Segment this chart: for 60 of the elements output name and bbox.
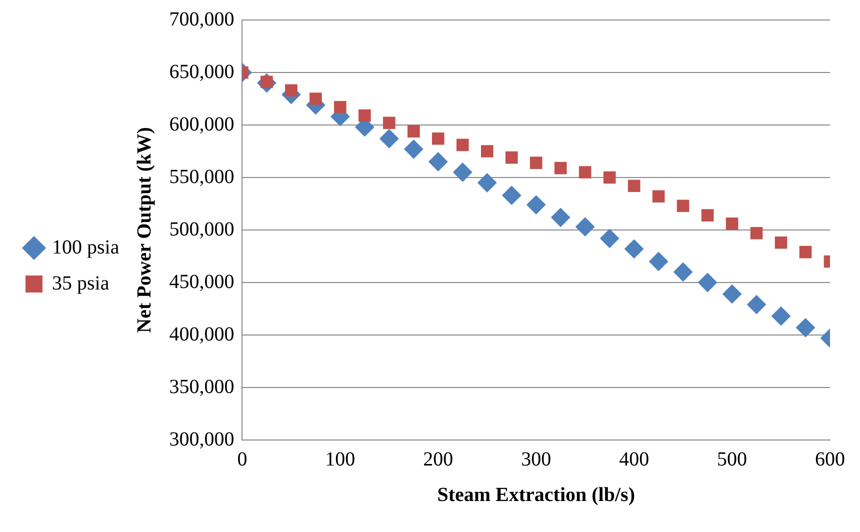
point — [628, 180, 640, 192]
point — [726, 218, 738, 230]
y-tick-label: 600,000 — [169, 113, 234, 136]
point — [383, 116, 396, 130]
point — [652, 190, 665, 203]
point — [478, 173, 497, 192]
point — [453, 162, 472, 182]
point — [404, 140, 424, 159]
y-tick-label: 450,000 — [169, 270, 234, 293]
point — [796, 318, 816, 338]
point — [456, 138, 469, 152]
point — [624, 239, 644, 258]
y-tick-label: 700,000 — [169, 8, 234, 30]
x-tick-label: 400 — [619, 448, 650, 470]
point — [502, 186, 522, 205]
point — [358, 109, 371, 122]
point — [750, 226, 763, 240]
point — [722, 284, 742, 304]
point — [334, 100, 346, 114]
x-tick-label: 500 — [717, 448, 748, 470]
x-tick-label: 100 — [325, 448, 356, 470]
y-tick-label: 350,000 — [169, 376, 234, 398]
y-tick-label: 550,000 — [169, 166, 234, 188]
point — [380, 129, 399, 148]
point — [407, 125, 420, 138]
y-tick-label: 500,000 — [169, 218, 234, 240]
y-tick-label: 300,000 — [169, 428, 234, 450]
legend-label: 35 psia — [52, 272, 110, 294]
point — [576, 217, 595, 236]
point — [747, 295, 766, 314]
point — [505, 151, 518, 164]
point — [285, 84, 298, 97]
point — [480, 145, 494, 158]
point — [674, 262, 693, 282]
x-tick-label: 300 — [521, 448, 552, 470]
point — [600, 228, 620, 248]
point — [578, 166, 592, 178]
point — [428, 152, 448, 172]
point — [310, 92, 322, 105]
point — [649, 252, 668, 271]
point — [772, 306, 791, 326]
point — [676, 200, 690, 212]
y-tick-label: 400,000 — [169, 323, 234, 346]
x-axis-title: Steam Extraction (lb/s) — [437, 484, 635, 506]
point — [701, 209, 714, 222]
point — [774, 236, 788, 249]
point — [530, 156, 542, 169]
x-tick-label: 600 — [815, 448, 845, 470]
point — [551, 208, 570, 227]
y-tick-label: 650,000 — [169, 60, 234, 83]
point — [526, 195, 546, 214]
point — [554, 162, 567, 174]
point — [432, 132, 444, 145]
point — [799, 246, 812, 258]
y-axis-title: Net Power Output (kW) — [133, 127, 156, 333]
point — [698, 273, 718, 292]
point — [603, 171, 616, 184]
x-tick-label: 200 — [423, 448, 454, 470]
legend-label: 100 psia — [52, 236, 120, 258]
x-tick-label: 0 — [237, 448, 248, 470]
